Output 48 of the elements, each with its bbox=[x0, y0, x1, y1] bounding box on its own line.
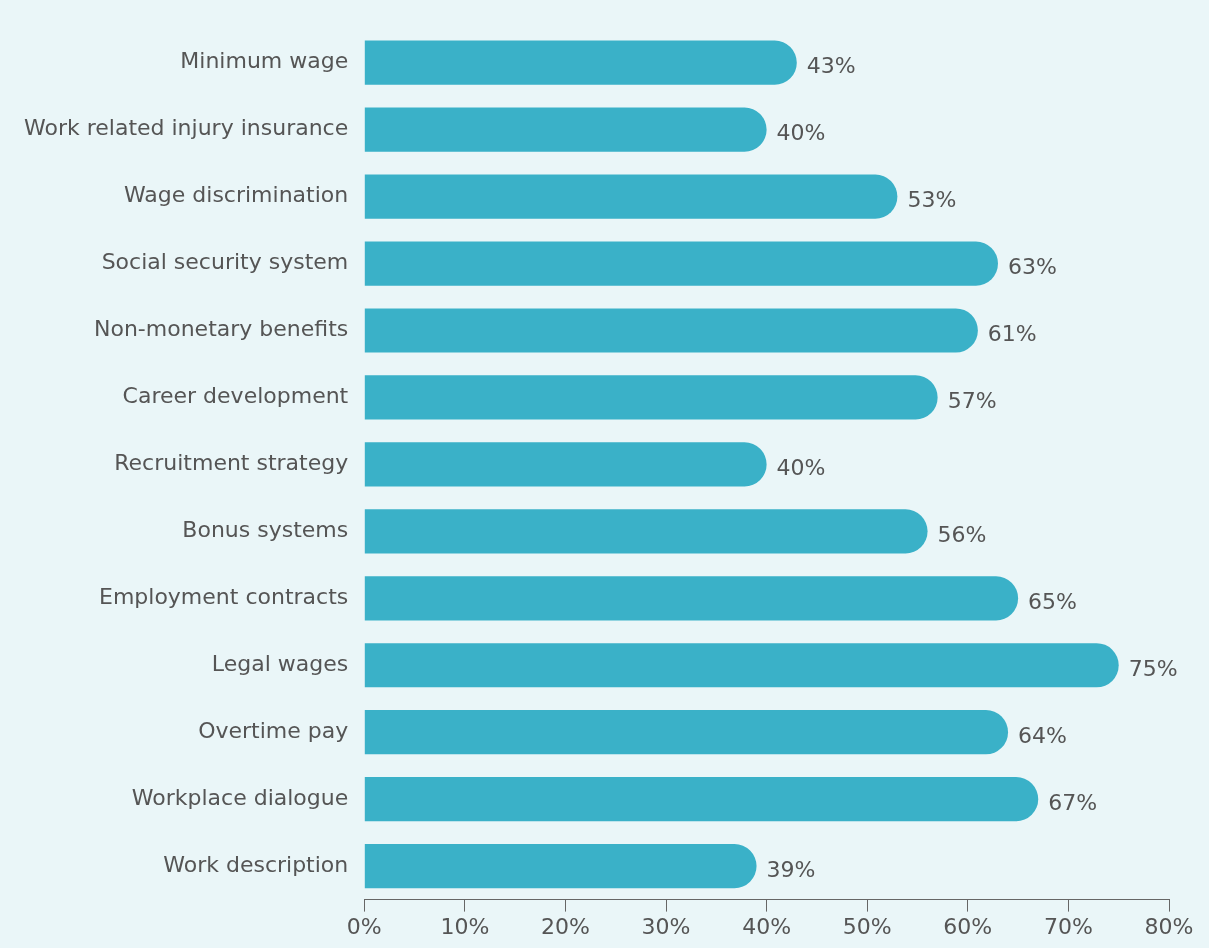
data-label: 43% bbox=[806, 53, 856, 79]
data-label: 40% bbox=[776, 455, 826, 481]
data-label: 56% bbox=[937, 522, 987, 548]
x-tick-label: 70% bbox=[1043, 913, 1093, 939]
x-tick-label: 0% bbox=[346, 913, 382, 939]
bar bbox=[364, 308, 978, 353]
data-label: 67% bbox=[1048, 789, 1098, 815]
bar bbox=[364, 576, 1019, 621]
y-tick-label: Work related injury insurance bbox=[23, 115, 349, 141]
bar bbox=[364, 442, 767, 487]
data-label: 61% bbox=[987, 321, 1037, 347]
x-tick-label: 30% bbox=[641, 913, 691, 939]
bar bbox=[364, 710, 1009, 755]
data-label: 75% bbox=[1128, 655, 1178, 681]
data-label: 53% bbox=[907, 187, 957, 213]
y-tick-label: Social security system bbox=[101, 249, 349, 275]
x-tick-label: 80% bbox=[1144, 913, 1194, 939]
bar bbox=[364, 241, 998, 286]
y-tick-label: Recruitment strategy bbox=[114, 450, 349, 476]
bar bbox=[364, 375, 938, 420]
y-tick-label: Career development bbox=[122, 383, 349, 409]
bar bbox=[364, 174, 898, 219]
bar bbox=[364, 777, 1039, 822]
y-tick-label: Wage discrimination bbox=[124, 182, 349, 208]
y-tick-label: Minimum wage bbox=[180, 48, 349, 74]
bar bbox=[364, 844, 757, 889]
y-tick-label: Legal wages bbox=[211, 650, 349, 676]
y-tick-label: Work description bbox=[163, 851, 349, 877]
x-tick-label: 40% bbox=[742, 913, 792, 939]
data-label: 57% bbox=[947, 388, 997, 414]
data-label: 40% bbox=[776, 120, 826, 146]
x-tick-label: 60% bbox=[943, 913, 993, 939]
data-label: 65% bbox=[1028, 589, 1078, 615]
y-tick-label: Employment contracts bbox=[98, 584, 349, 610]
data-label: 64% bbox=[1018, 722, 1067, 748]
x-tick-label: 10% bbox=[440, 913, 490, 939]
y-tick-label: Overtime pay bbox=[198, 717, 349, 743]
y-tick-label: Workplace dialogue bbox=[131, 784, 349, 810]
y-tick-label: Non-monetary benefits bbox=[93, 316, 349, 342]
bar bbox=[364, 643, 1119, 688]
data-label: 39% bbox=[766, 856, 816, 882]
bar bbox=[364, 40, 797, 85]
data-label: 63% bbox=[1007, 254, 1057, 280]
bar bbox=[364, 107, 767, 152]
x-tick-label: 50% bbox=[842, 913, 892, 939]
x-tick-label: 20% bbox=[540, 913, 590, 939]
y-tick-label: Bonus systems bbox=[182, 517, 349, 543]
bar bbox=[364, 509, 928, 554]
